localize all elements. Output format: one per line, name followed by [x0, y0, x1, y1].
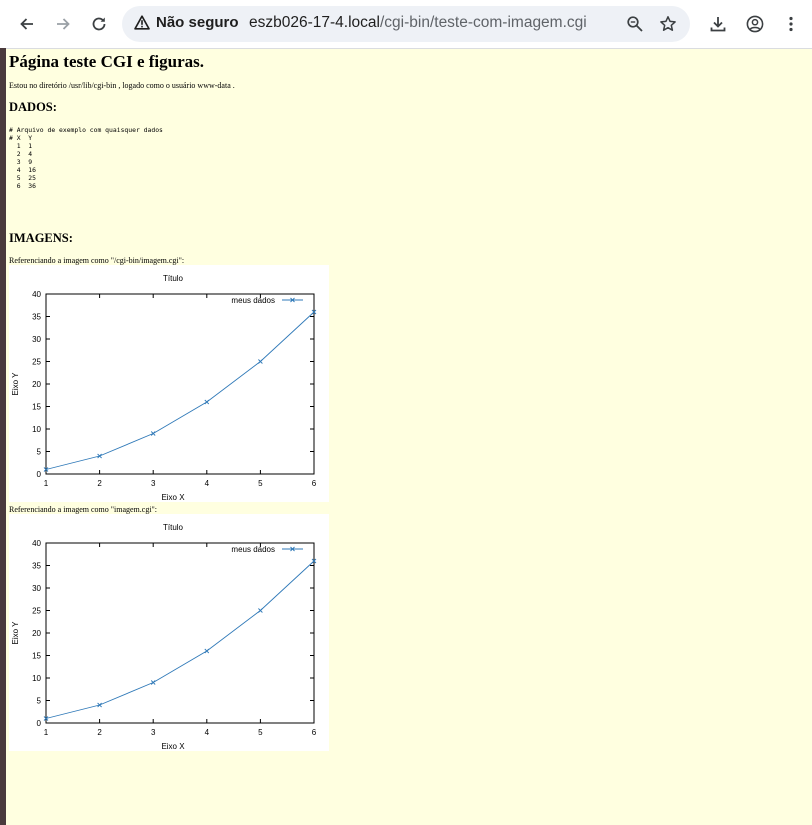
x-tick-label: 2 — [97, 479, 102, 488]
y-tick-label: 25 — [32, 358, 41, 367]
x-axis-label: Eixo X — [161, 742, 185, 751]
x-axis-label: Eixo X — [161, 493, 185, 502]
y-tick-label: 20 — [32, 629, 41, 638]
y-axis-label: Eixo Y — [11, 621, 20, 645]
y-tick-label: 30 — [32, 335, 41, 344]
data-point-marker — [97, 453, 102, 459]
x-tick-label: 6 — [312, 728, 317, 737]
data-point-marker — [258, 608, 263, 613]
legend-marker — [290, 297, 295, 303]
x-tick-label: 5 — [258, 479, 263, 488]
y-tick-label: 20 — [32, 380, 41, 389]
y-tick-label: 25 — [32, 607, 41, 616]
security-indicator[interactable]: Não seguro — [134, 14, 239, 31]
chart-title: Título — [163, 274, 184, 283]
data-point-marker — [97, 702, 102, 708]
url-path: /cgi-bin/teste-com-imagem.cgi — [379, 14, 587, 31]
x-tick-label: 2 — [97, 728, 102, 737]
menu-kebab-icon[interactable] — [779, 12, 803, 36]
y-tick-label: 40 — [32, 290, 41, 299]
x-tick-label: 1 — [44, 479, 49, 488]
chart-2: 0 5 10 15 20 25 30 35 40 1 2 3 4 5 6 Título Eixo X Eixo Y… — [11, 523, 317, 751]
data-point-marker — [150, 680, 156, 685]
security-label: Não seguro — [156, 14, 239, 31]
url-text[interactable]: eszb026-17-4.local/cgi-bin/teste-com-ima… — [249, 14, 587, 32]
y-tick-label: 35 — [32, 313, 41, 322]
y-tick-label: 30 — [32, 584, 41, 593]
warning-icon — [134, 15, 150, 30]
legend-label: meus dados — [231, 545, 275, 554]
plot-frame — [45, 542, 315, 724]
legend-label: meus dados — [231, 296, 275, 305]
data-point-marker — [311, 309, 317, 315]
x-tick-label: 6 — [312, 479, 317, 488]
plot-image-2: 0 5 10 15 20 25 30 35 40 1 2 3 4 5 6 Título Eixo X Eixo Y… — [9, 514, 329, 751]
reload-icon[interactable] — [87, 12, 111, 36]
profile-avatar-icon[interactable] — [743, 12, 767, 36]
chart-1: 0 5 10 15 20 25 30 35 40 1 2 3 4 5 6 Título Eixo X Eixo Y… — [11, 274, 317, 502]
x-tick-label: 4 — [205, 728, 210, 737]
x-tick-label: 1 — [44, 728, 49, 737]
legend-marker — [290, 546, 295, 552]
x-tick-label: 3 — [151, 728, 156, 737]
download-icon[interactable] — [706, 12, 730, 36]
data-point-marker — [204, 648, 210, 654]
data-point-marker — [43, 716, 49, 721]
x-tick-label: 3 — [151, 479, 156, 488]
url-host: eszb026-17-4.local — [249, 14, 380, 31]
x-tick-label: 5 — [258, 728, 263, 737]
address-bar[interactable] — [122, 6, 690, 42]
y-axis-label: Eixo Y — [11, 372, 20, 396]
y-tick-label: 35 — [32, 562, 41, 571]
y-tick-label: 5 — [37, 448, 42, 457]
intro-text: Estou no diretório /usr/lib/cgi-bin , lo… — [9, 81, 235, 90]
data-point-marker — [311, 558, 317, 564]
image-caption-2: Referenciando a imagem como "imagem.cgi"… — [9, 505, 158, 514]
chart-title: Título — [163, 523, 184, 532]
data-point-marker — [258, 359, 263, 364]
y-tick-label: 15 — [32, 652, 41, 661]
browser-toolbar: Não seguro eszb026-17-4.local/cgi-bin/te… — [0, 0, 812, 49]
window-edge — [0, 48, 6, 825]
plot-image-1: 0 5 10 15 20 25 30 35 40 1 2 3 4 5 6 Título Eixo X Eixo Y… — [9, 265, 329, 502]
series-line — [45, 311, 315, 470]
data-point-marker — [43, 467, 49, 472]
data-point-marker — [204, 399, 210, 405]
back-arrow-icon[interactable] — [15, 12, 39, 36]
zoom-icon[interactable] — [623, 12, 647, 36]
y-tick-label: 15 — [32, 403, 41, 412]
forward-arrow-icon[interactable] — [51, 12, 75, 36]
series-line — [45, 560, 315, 719]
image-caption-1: Referenciando a imagem como "/cgi-bin/im… — [9, 256, 185, 265]
plot-frame — [45, 293, 315, 475]
y-tick-label: 10 — [32, 425, 41, 434]
x-tick-label: 4 — [205, 479, 210, 488]
page-title: Página teste CGI e figuras. — [9, 52, 205, 71]
imagens-heading: IMAGENS: — [9, 231, 73, 245]
dados-heading: DADOS: — [9, 100, 57, 114]
bookmark-star-icon[interactable] — [656, 12, 680, 36]
y-tick-label: 10 — [32, 674, 41, 683]
y-tick-label: 40 — [32, 539, 41, 548]
y-tick-label: 5 — [37, 697, 42, 706]
y-tick-label: 0 — [37, 719, 42, 728]
data-file-content: # Arquivo de exemplo com quaisquer dados… — [9, 126, 163, 190]
data-point-marker — [150, 431, 156, 436]
y-tick-label: 0 — [37, 470, 42, 479]
